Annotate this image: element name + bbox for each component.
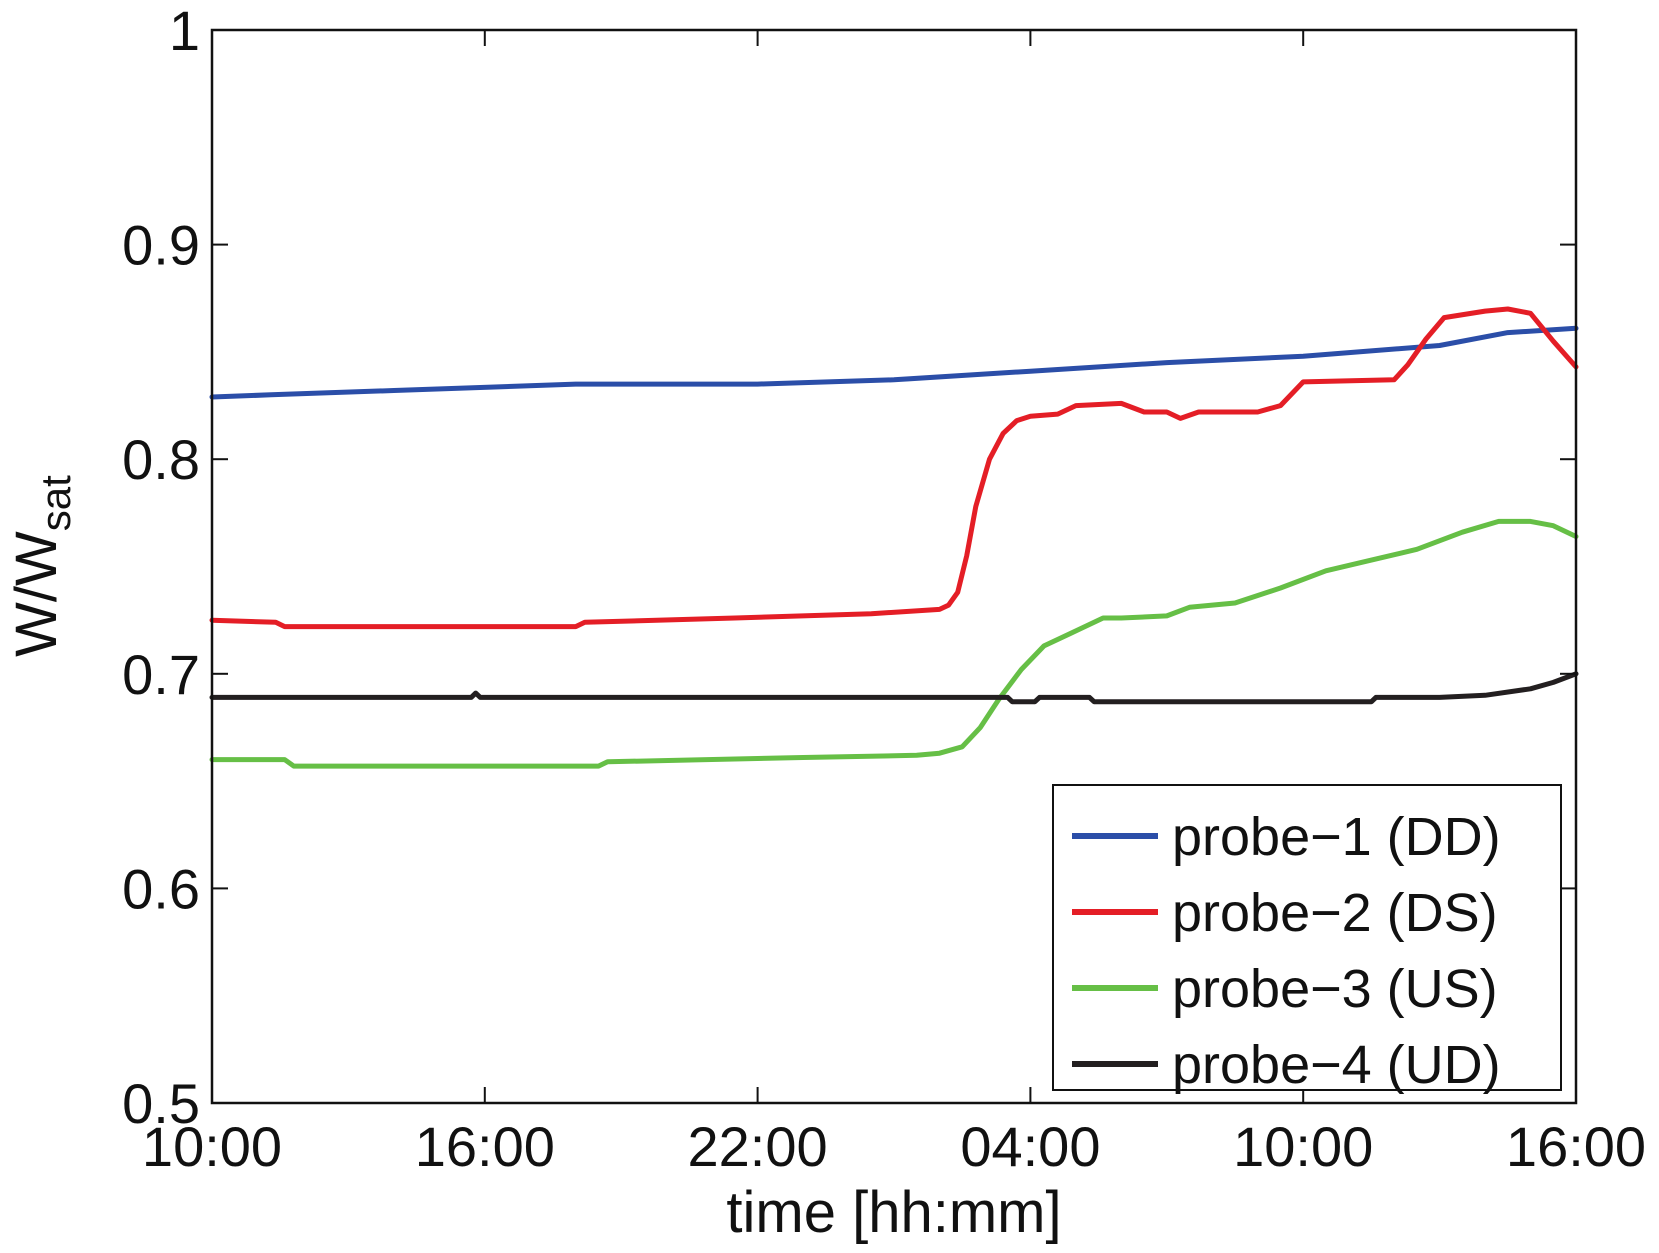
y-tick-label-2: 0.7	[122, 643, 200, 706]
legend-label-2: probe−2 (DS)	[1172, 883, 1498, 943]
x-tick-label-4: 10:00	[1233, 1115, 1373, 1178]
y-tick-label-0: 0.5	[122, 1072, 200, 1135]
series-line-3	[209, 518, 1579, 769]
legend-label-1: probe−1 (DD)	[1172, 807, 1501, 867]
series-line-2	[209, 306, 1579, 630]
series-layer	[209, 306, 1579, 769]
x-tick-label-5: 16:00	[1506, 1115, 1646, 1178]
y-axis-label-main: W/W	[4, 531, 69, 657]
y-tick-label-3: 0.8	[122, 428, 200, 491]
y-tick-label-5: 1	[169, 0, 200, 62]
y-axis: 0.5 0.6 0.7 0.8 0.9 1	[122, 0, 1576, 1135]
x-tick-label-1: 16:00	[415, 1115, 555, 1178]
y-tick-label-4: 0.9	[122, 214, 200, 277]
x-axis: 10:00 16:00 22:00 04:00 10:00 16:00	[142, 30, 1646, 1178]
x-tick-label-3: 04:00	[960, 1115, 1100, 1178]
y-axis-label-subscript: sat	[32, 475, 79, 531]
legend-label-3: probe−3 (US)	[1172, 959, 1498, 1019]
x-axis-label: time [hh:mm]	[726, 1180, 1061, 1245]
legend-label-4: probe−4 (UD)	[1172, 1035, 1501, 1095]
series-line-4	[209, 671, 1579, 705]
x-tick-label-2: 22:00	[688, 1115, 828, 1178]
x-tick-label-0: 10:00	[142, 1115, 282, 1178]
series-line-1	[209, 325, 1579, 400]
legend: probe−1 (DD) probe−2 (DS) probe−3 (US) prob…	[1052, 784, 1562, 1095]
plot-frame	[210, 28, 1578, 1105]
y-tick-label-1: 0.6	[122, 857, 200, 920]
y-axis-label: W/Wsat	[4, 475, 79, 657]
